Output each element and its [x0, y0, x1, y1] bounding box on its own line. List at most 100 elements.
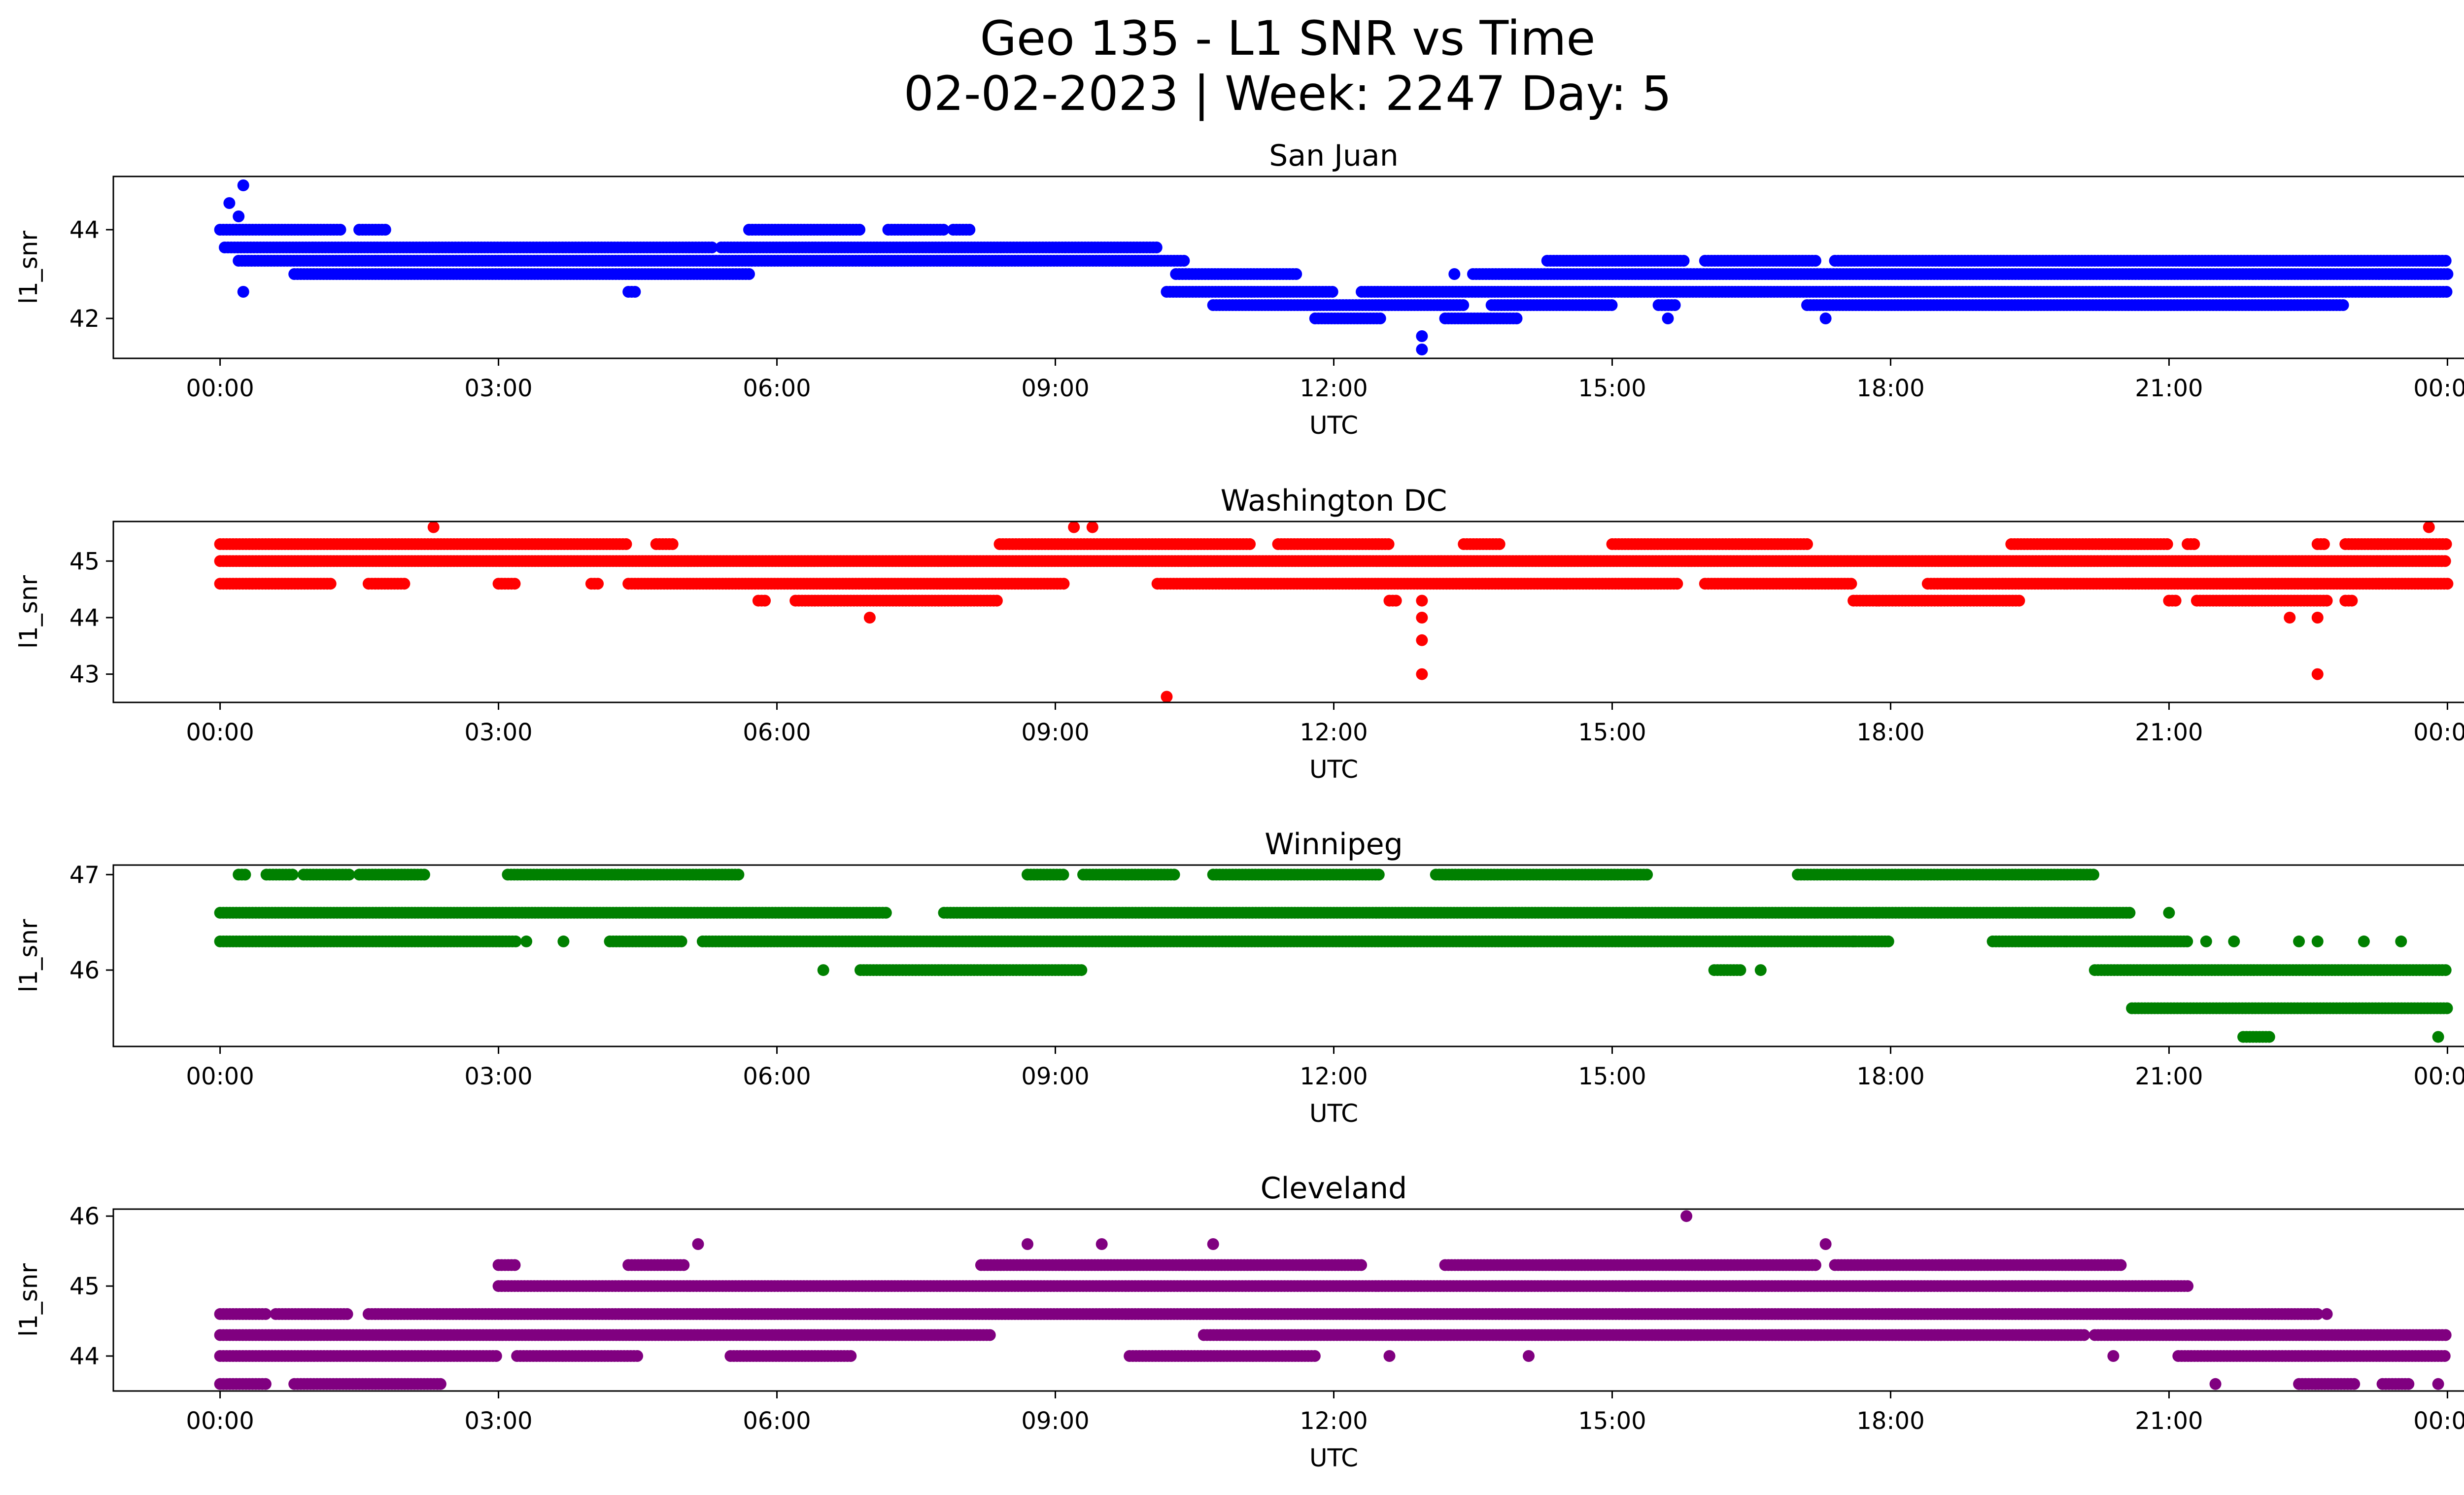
data-point: [2284, 612, 2296, 624]
data-point: [666, 538, 679, 550]
data-point: [2346, 594, 2358, 607]
x-tick-label: 00:00: [2413, 375, 2464, 402]
washington-dc-title: Washington DC: [1221, 484, 1447, 518]
data-point: [2440, 538, 2452, 550]
san-juan-points: [214, 179, 2454, 355]
data-point: [2088, 869, 2099, 881]
data-point: [706, 242, 718, 253]
data-point: [2169, 594, 2182, 607]
x-tick-label: 15:00: [1578, 375, 1646, 402]
data-point: [2318, 538, 2330, 550]
x-tick-label: 15:00: [1578, 719, 1646, 746]
data-point: [1809, 255, 1821, 267]
data-point: [324, 578, 337, 590]
x-tick-label: 00:00: [2413, 719, 2464, 746]
data-point: [732, 869, 745, 881]
data-point: [1448, 268, 1461, 280]
data-point: [1068, 522, 1080, 533]
x-tick-label: 03:00: [464, 719, 532, 746]
data-point: [239, 869, 251, 881]
data-point: [1641, 869, 1653, 881]
x-tick-label: 00:00: [186, 375, 254, 402]
data-point: [1382, 538, 1395, 550]
x-tick-label: 09:00: [1021, 375, 1089, 402]
san-juan-axes-frame: [112, 175, 2464, 359]
data-point: [1819, 313, 1832, 324]
data-point: [1416, 612, 1428, 624]
data-point: [2161, 538, 2173, 550]
data-point: [1057, 869, 1069, 881]
data-point: [1168, 869, 1180, 881]
data-point: [629, 286, 641, 298]
data-point: [2321, 594, 2333, 607]
x-tick-label: 06:00: [743, 375, 811, 402]
data-point: [334, 224, 346, 236]
figure-subtitle: 02-02-2023 | Week: 2247 Day: 5: [903, 66, 1672, 121]
washington-dc-y-axis-label: l1_snr: [14, 575, 43, 649]
data-point: [880, 906, 892, 919]
data-point: [1150, 242, 1163, 253]
data-point: [1178, 255, 1190, 267]
data-point: [1457, 299, 1470, 311]
data-point: [427, 522, 440, 533]
data-point: [343, 869, 355, 881]
x-tick-label: 03:00: [464, 375, 532, 402]
washington-dc-points: [214, 522, 2454, 702]
san-juan-x-axis-label: UTC: [1309, 411, 1358, 440]
data-point: [1845, 578, 1857, 590]
x-tick-label: 00:00: [186, 719, 254, 746]
data-point: [233, 210, 245, 222]
washington-dc-x-axis-label: UTC: [1309, 755, 1358, 784]
data-point: [2423, 522, 2435, 533]
data-point: [1669, 299, 1681, 311]
data-point: [1416, 668, 1428, 680]
data-point: [1662, 313, 1674, 324]
data-point: [1390, 594, 1402, 607]
data-point: [2337, 299, 2349, 311]
data-point: [398, 578, 411, 590]
figure-title: Geo 135 - L1 SNR vs Time: [980, 11, 1596, 66]
data-point: [1493, 538, 1506, 550]
x-tick-label: 21:00: [2135, 375, 2203, 402]
data-point: [759, 594, 771, 607]
data-point: [1058, 578, 1070, 590]
y-tick-label: 42: [69, 305, 100, 333]
san-juan-y-axis-label: l1_snr: [14, 231, 43, 304]
data-point: [2439, 555, 2451, 567]
data-point: [963, 224, 976, 236]
y-tick-label: 44: [69, 604, 100, 632]
data-point: [1326, 286, 1338, 298]
data-point: [509, 578, 521, 590]
winnipeg-points: [214, 869, 2453, 1043]
data-point: [2440, 286, 2453, 298]
data-point: [1416, 344, 1428, 355]
data-point: [2441, 268, 2454, 280]
data-point: [2188, 538, 2200, 550]
data-point: [2441, 578, 2454, 590]
data-point: [2439, 255, 2452, 267]
data-point: [1510, 313, 1523, 324]
data-point: [1606, 299, 1618, 311]
san-juan-title: San Juan: [1269, 139, 1398, 173]
data-point: [937, 224, 950, 236]
data-point: [223, 197, 236, 209]
data-point: [592, 578, 604, 590]
data-point: [2311, 668, 2324, 680]
data-point: [286, 869, 299, 881]
data-point: [1086, 522, 1098, 533]
x-tick-label: 21:00: [2135, 719, 2203, 746]
data-point: [237, 286, 249, 298]
data-point: [418, 869, 430, 881]
data-point: [1677, 255, 1690, 267]
x-tick-label: 12:00: [1300, 375, 1368, 402]
x-tick-label: 12:00: [1300, 719, 1368, 746]
x-tick-label: 18:00: [1856, 719, 1924, 746]
data-point: [379, 224, 391, 236]
y-tick-label: 43: [69, 661, 100, 689]
data-point: [2013, 594, 2025, 607]
y-tick-label: 44: [69, 216, 100, 244]
